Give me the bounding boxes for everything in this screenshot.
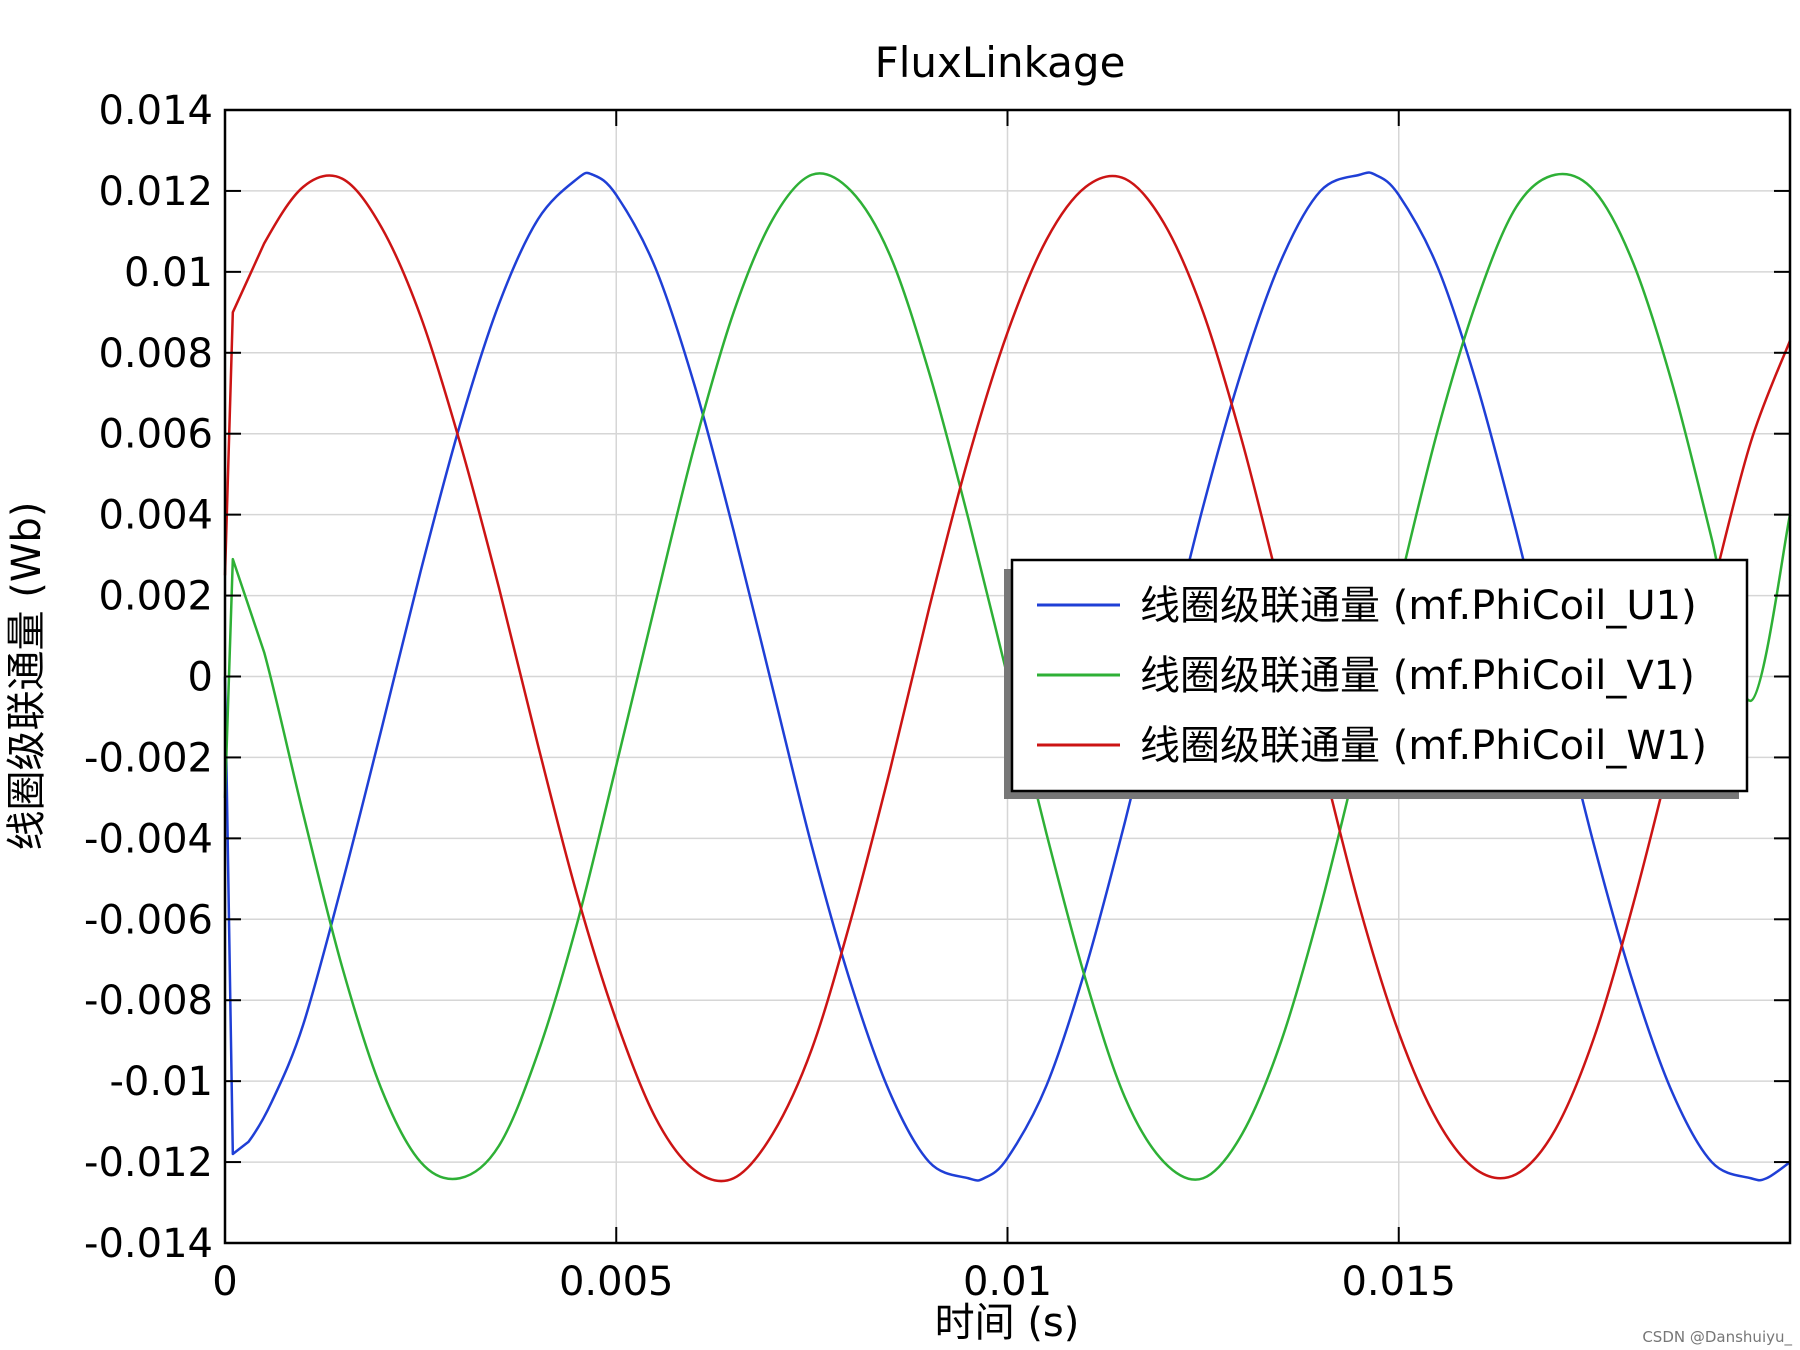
y-tick-label: 0.012 bbox=[98, 169, 213, 215]
y-tick-label: -0.01 bbox=[110, 1059, 214, 1105]
y-tick-label: -0.004 bbox=[84, 816, 213, 862]
y-tick-label: 0.01 bbox=[124, 250, 213, 296]
x-tick-label: 0.015 bbox=[1341, 1259, 1456, 1305]
tick-layer: 0.014 0.012 0.01 0.008 0.006 0.004 0.002 0 -0.00… bbox=[84, 88, 1790, 1305]
legend: 线圈级联通量 (mf.PhiCoil_U1) 线圈级联通量 (mf.PhiCoil… bbox=[1004, 558, 1749, 799]
y-tick-label: -0.002 bbox=[84, 735, 213, 781]
y-tick-label: 0.002 bbox=[98, 574, 213, 620]
x-axis-label: 时间 (s) bbox=[935, 1300, 1080, 1346]
chart-title: FluxLinkage bbox=[875, 38, 1126, 87]
y-tick-label: 0.004 bbox=[98, 493, 213, 539]
x-tick-label: 0.005 bbox=[559, 1259, 674, 1305]
legend-box bbox=[1010, 558, 1749, 793]
y-axis-label: 线圈级联通量 (Wb) bbox=[4, 502, 50, 851]
y-tick-label: 0.014 bbox=[98, 88, 213, 134]
series-line-3 bbox=[223, 174, 1792, 1183]
legend-label-2: 线圈级联通量 (mf.PhiCoil_V1) bbox=[1140, 653, 1695, 699]
y-tick-label: 0.008 bbox=[98, 331, 213, 377]
x-tick-label: 0 bbox=[212, 1259, 237, 1305]
legend-label-1: 线圈级联通量 (mf.PhiCoil_U1) bbox=[1140, 583, 1697, 629]
x-tick-label: 0.01 bbox=[963, 1259, 1052, 1305]
y-tick-label: -0.012 bbox=[84, 1140, 213, 1186]
y-tick-label: -0.006 bbox=[84, 897, 213, 943]
y-tick-label: -0.008 bbox=[84, 978, 213, 1024]
y-tick-label: 0.006 bbox=[98, 412, 213, 458]
legend-label-3: 线圈级联通量 (mf.PhiCoil_W1) bbox=[1140, 723, 1707, 769]
y-tick-label: 0 bbox=[188, 655, 213, 701]
watermark: CSDN @Danshuiyu_ bbox=[1642, 1328, 1792, 1347]
legend-entries: 线圈级联通量 (mf.PhiCoil_U1) 线圈级联通量 (mf.PhiCoil… bbox=[1037, 583, 1707, 769]
y-tick-label: -0.014 bbox=[84, 1221, 213, 1267]
